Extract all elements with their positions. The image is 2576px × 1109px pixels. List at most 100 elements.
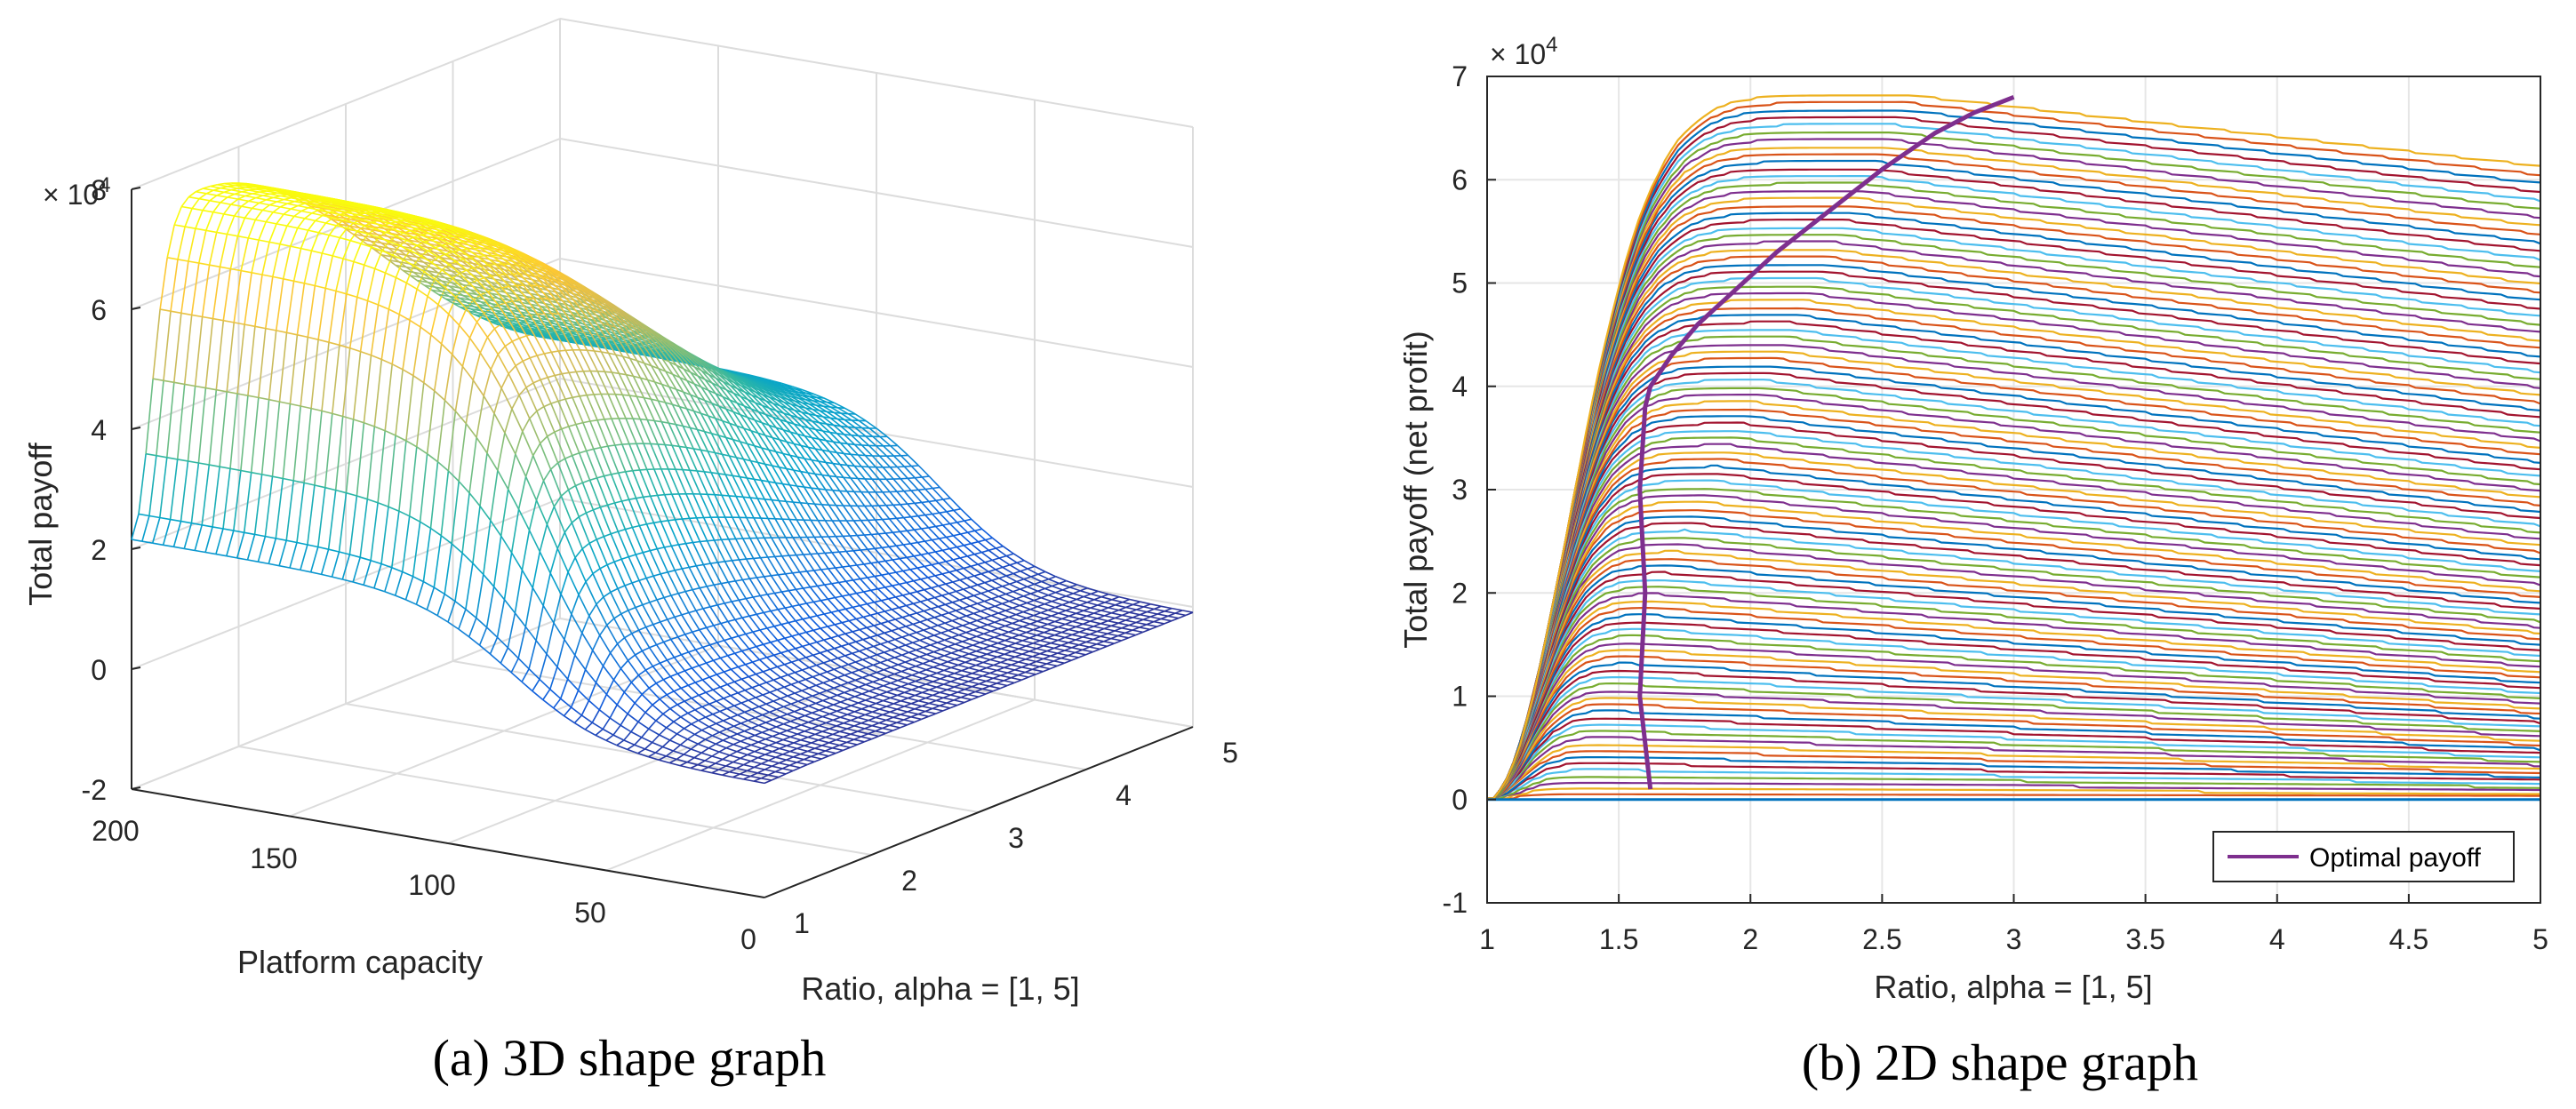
surface-mesh-line: [930, 625, 939, 629]
surface-mesh-line: [1086, 615, 1098, 619]
surface-mesh-line: [587, 335, 598, 339]
surface-mesh-line: [985, 537, 993, 541]
surface-mesh-line: [773, 388, 785, 396]
surface-mesh-line: [500, 647, 509, 664]
surface-mesh-line: [880, 659, 888, 664]
surface-mesh-line: [1068, 654, 1079, 658]
surface-mesh-line: [598, 694, 608, 711]
surface-mesh-line: [988, 587, 996, 592]
surface-mesh-line: [458, 423, 468, 482]
surface-mesh-line: [708, 365, 721, 377]
surface-mesh-line: [783, 703, 792, 708]
surface-mesh-line: [788, 554, 796, 556]
surface-mesh-line: [924, 565, 936, 577]
surface-mesh-line: [867, 577, 879, 590]
surface-mesh-line: [881, 547, 893, 561]
surface-mesh-line: [510, 658, 519, 674]
surface-mesh-line: [597, 338, 609, 341]
surface-mesh-line: [252, 202, 260, 210]
surface-mesh-line: [864, 533, 872, 536]
surface-mesh-line: [190, 462, 200, 523]
surface-mesh-line: [398, 440, 407, 512]
surface-mesh-line: [828, 475, 836, 478]
surface-mesh-line: [938, 603, 946, 608]
surface-mesh-line: [1041, 580, 1052, 587]
surface-mesh-line: [966, 577, 979, 586]
surface-mesh-line: [772, 465, 780, 468]
surface-mesh-line: [858, 435, 870, 446]
surface-mesh-line: [801, 411, 813, 422]
surface-mesh-line: [606, 618, 615, 626]
surface-mesh-line: [972, 629, 984, 634]
surface-mesh-line: [995, 569, 1007, 577]
surface-mesh-line: [569, 371, 577, 374]
surface-mesh-line: [506, 324, 517, 329]
surface-mesh-line: [937, 625, 949, 632]
surface-mesh-line: [532, 551, 541, 588]
surface-mesh-line: [188, 228, 196, 262]
surface-mesh-line: [885, 716, 894, 722]
surface-mesh-line: [713, 657, 721, 661]
surface-mesh-line: [733, 678, 742, 682]
surface-mesh-line: [852, 578, 860, 581]
surface-mesh-line: [976, 635, 988, 641]
surface-mesh-line: [784, 661, 792, 666]
surface-mesh-line: [924, 586, 932, 591]
surface-mesh-line: [1004, 653, 1016, 658]
surface-mesh-line: [934, 594, 942, 599]
surface-mesh-line: [1034, 583, 1045, 590]
surface-mesh-line: [827, 668, 835, 673]
surface-mesh-line: [690, 394, 699, 399]
surface-mesh-line: [317, 288, 326, 340]
surface-mesh-line: [994, 618, 1003, 624]
surface-mesh-line: [809, 395, 820, 403]
surface-mesh-line: [964, 542, 972, 547]
surface-mesh-line: [829, 451, 837, 454]
surface-mesh-line: [884, 586, 897, 598]
surface-mesh-line: [1146, 624, 1157, 627]
surface-mesh-line: [1015, 642, 1027, 647]
surface-mesh-line: [1025, 645, 1037, 650]
surface-mesh-line: [932, 486, 940, 490]
surface-mesh-line: [564, 613, 572, 640]
surface-mesh-line: [737, 690, 746, 694]
surface-mesh-line: [796, 456, 805, 459]
surface-mesh-line: [804, 728, 812, 732]
surface-mesh-line: [962, 622, 971, 626]
surface-mesh-line: [914, 554, 922, 557]
surface-mesh-line: [911, 686, 919, 690]
surface-mesh-line: [906, 556, 918, 569]
surface-mesh-line: [712, 686, 721, 690]
surface-mesh-line: [875, 714, 884, 719]
surface-mesh-line: [776, 399, 788, 410]
surface-mesh-line: [691, 719, 700, 725]
surface-mesh-line: [700, 747, 709, 754]
surface-mesh-line: [799, 763, 808, 769]
surface-mesh-line: [588, 603, 597, 617]
surface-mesh-line: [1125, 606, 1137, 610]
surface-mesh-line: [798, 397, 810, 405]
surface-mesh-line: [1139, 626, 1150, 631]
surface-mesh-line: [876, 685, 884, 690]
surface-mesh-line: [1051, 601, 1063, 606]
surface-mesh-line: [867, 548, 879, 563]
surface-mesh-line: [550, 400, 559, 404]
surface-mesh-line: [845, 551, 858, 566]
surface-mesh-line: [937, 655, 945, 659]
surface-mesh-line: [1076, 626, 1087, 630]
surface-mesh-line: [738, 633, 747, 637]
surface-mesh-line: [612, 667, 622, 681]
surface-mesh-line: [877, 588, 890, 600]
surface-mesh-line: [620, 610, 629, 615]
surface-mesh-line: [454, 366, 464, 411]
surface-mesh-line: [546, 622, 555, 655]
surface-mesh-line: [300, 544, 308, 570]
surface-mesh-line: [1072, 620, 1084, 626]
surface-mesh-line: [743, 405, 756, 421]
surface-mesh-line: [651, 398, 659, 402]
surface-mesh-line: [646, 522, 654, 525]
surface-mesh-line: [602, 717, 611, 730]
surface-mesh-line: [935, 549, 943, 553]
surface-mesh-line: [419, 453, 428, 523]
surface-mesh-line: [732, 773, 740, 778]
